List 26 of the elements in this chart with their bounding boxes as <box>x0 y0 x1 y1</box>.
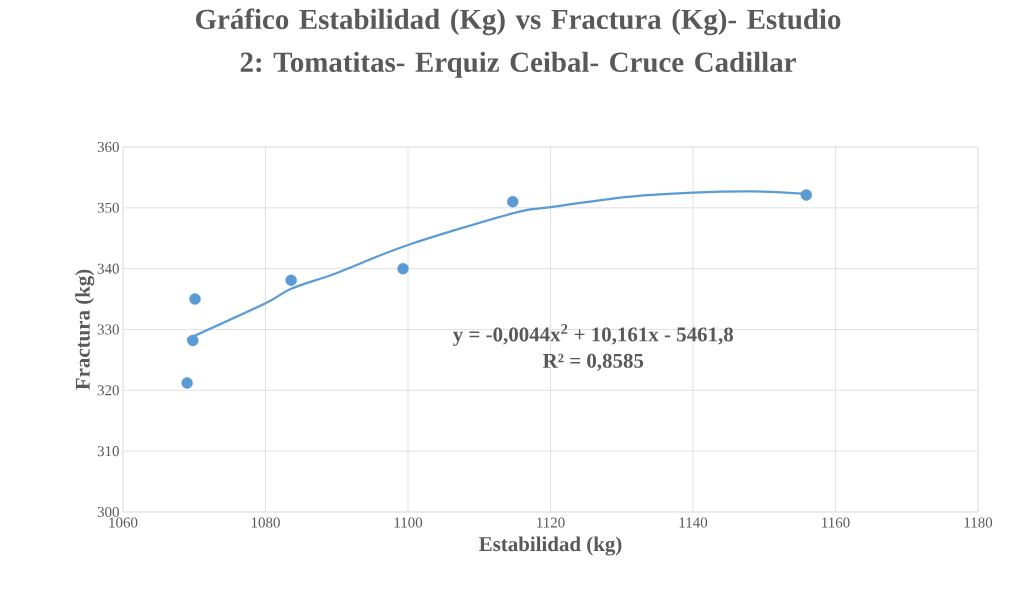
point <box>189 293 201 305</box>
y-tick-label: 360 <box>97 141 119 153</box>
x-tick-label: 1060 <box>109 517 138 528</box>
y-axis-title: Fractura (kg) <box>75 269 95 390</box>
point <box>187 334 199 347</box>
y-tick-label: 320 <box>97 385 119 396</box>
annotation: R² = 0,8585 <box>542 353 644 371</box>
x-tick-label: 1080 <box>251 517 280 528</box>
point <box>507 196 519 208</box>
x-tick-label: 1140 <box>679 517 708 528</box>
y-tick-label: 310 <box>97 446 119 457</box>
x-axis-title: Estabilidad (kg) <box>479 536 622 556</box>
y-tick-label: 330 <box>97 324 119 335</box>
y-tick-label: 300 <box>97 506 119 518</box>
chart-title: Gráfico Estabilidad (Kg) vs Fractura (Kg)- Estudio 2: Tomatitas- Erquiz Ceibal- Cruce Cadillar <box>196 8 841 78</box>
x-tick-label: 1120 <box>537 517 565 528</box>
point <box>397 262 409 275</box>
x-tick-label: 1160 <box>822 517 850 528</box>
point <box>285 274 297 286</box>
annotation: y = -0,0044x$^{2}$ + 10,161x - 5461,8 <box>452 324 734 346</box>
point <box>181 377 193 389</box>
x-tick-label: 1100 <box>394 517 423 528</box>
x-tick-label: 1180 <box>964 517 993 528</box>
y-tick-label: 350 <box>97 202 119 213</box>
point <box>800 189 812 201</box>
y-tick-label: 340 <box>97 263 119 274</box>
